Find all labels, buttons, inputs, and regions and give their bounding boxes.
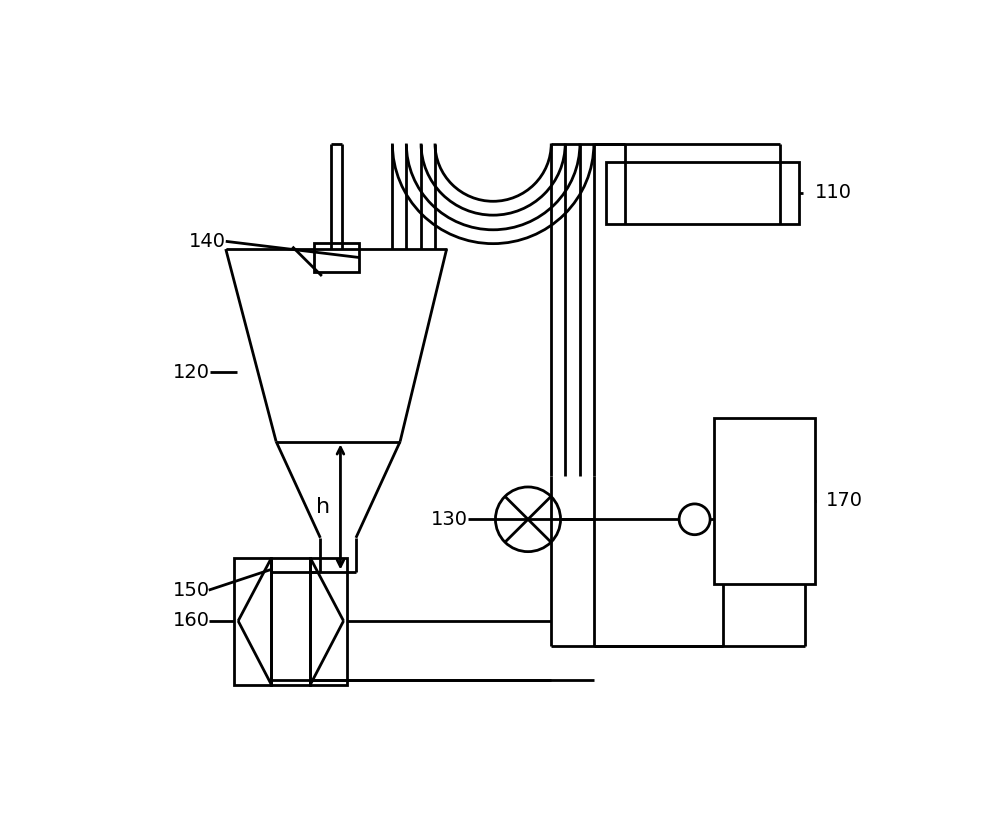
Bar [271, 558, 310, 685]
Bar [310, 558, 347, 685]
Text: 120: 120 [173, 363, 210, 382]
Bar [606, 162, 799, 223]
Text: 170: 170 [826, 491, 863, 510]
Text: 130: 130 [431, 510, 468, 529]
Text: 150: 150 [173, 581, 210, 600]
Bar [714, 419, 815, 584]
Text: h: h [316, 497, 330, 517]
Bar [234, 558, 271, 685]
Text: 160: 160 [173, 611, 210, 630]
Bar [314, 243, 359, 272]
Text: 140: 140 [189, 232, 226, 250]
Text: 110: 110 [815, 183, 852, 203]
